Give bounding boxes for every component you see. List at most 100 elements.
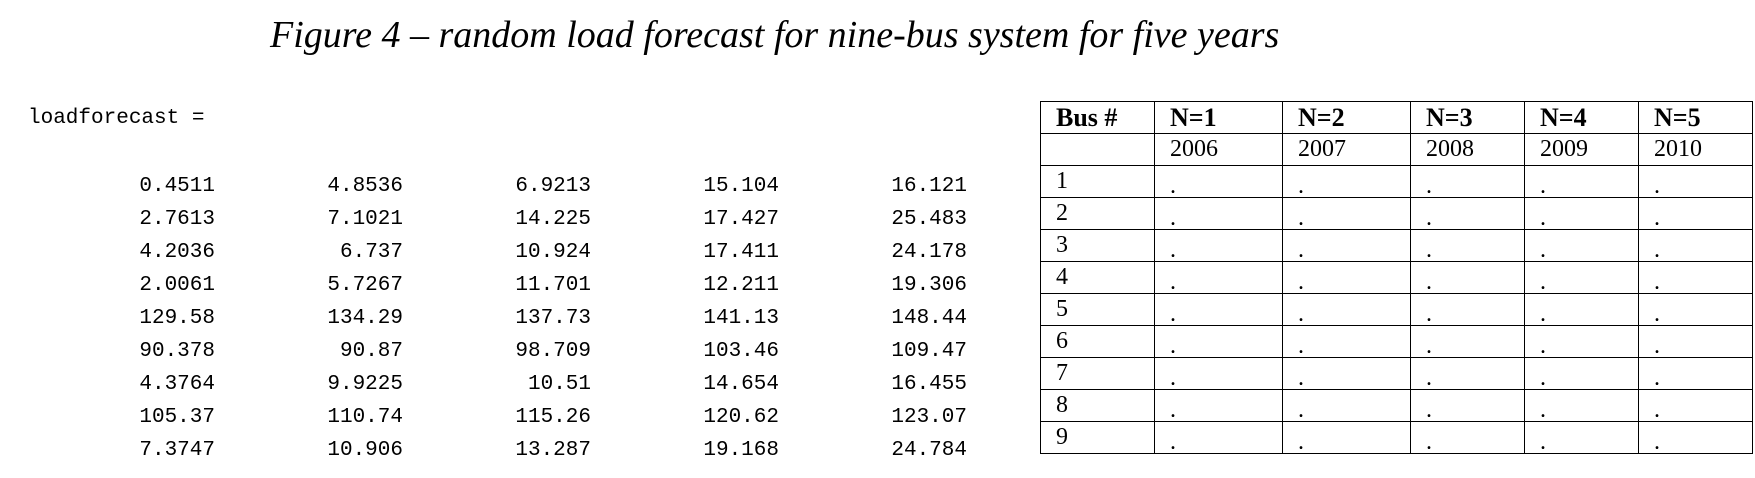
placeholder-cell: . <box>1410 293 1525 326</box>
table-row: 3..... <box>1040 229 1753 262</box>
matrix-cell: 6.737 <box>339 241 403 264</box>
matrix-cell: 16.455 <box>891 373 967 396</box>
period-header: N=4 <box>1524 101 1639 134</box>
placeholder-cell: . <box>1154 229 1283 262</box>
matrix-cell: 7.3747 <box>139 439 215 462</box>
matrix-cell: 5.7267 <box>327 274 403 297</box>
placeholder-cell: . <box>1638 165 1753 198</box>
table-row: 5..... <box>1040 293 1753 326</box>
table-row: 6..... <box>1040 325 1753 358</box>
placeholder-cell: . <box>1524 421 1639 454</box>
placeholder-cell: . <box>1410 325 1525 358</box>
matrix-cell: 109.47 <box>891 340 967 363</box>
placeholder-cell: . <box>1154 165 1283 198</box>
placeholder-cell: . <box>1154 197 1283 230</box>
matrix-cell: 24.784 <box>891 439 967 462</box>
period-header: N=3 <box>1410 101 1525 134</box>
placeholder-cell: . <box>1524 325 1639 358</box>
matrix-cell: 98.709 <box>515 340 591 363</box>
matrix-cell: 2.7613 <box>139 208 215 231</box>
bus-number: 1 <box>1040 165 1155 198</box>
matrix-cell: 137.73 <box>515 307 591 330</box>
placeholder-cell: . <box>1524 261 1639 294</box>
matrix-cell: 4.3764 <box>139 373 215 396</box>
matrix-cell: 12.211 <box>703 274 779 297</box>
period-header: N=1 <box>1154 101 1283 134</box>
matrix-cell: 141.13 <box>703 307 779 330</box>
year-cell: 2008 <box>1410 133 1525 166</box>
bus-number: 3 <box>1040 229 1155 262</box>
matrix-cell: 25.483 <box>891 208 967 231</box>
placeholder-cell: . <box>1410 197 1525 230</box>
placeholder-cell: . <box>1638 229 1753 262</box>
placeholder-cell: . <box>1524 389 1639 422</box>
placeholder-cell: . <box>1524 293 1639 326</box>
placeholder-cell: . <box>1638 421 1753 454</box>
bus-number: 5 <box>1040 293 1155 326</box>
matrix-cell: 6.9213 <box>515 175 591 198</box>
placeholder-cell: . <box>1282 197 1411 230</box>
placeholder-cell: . <box>1638 357 1753 390</box>
bus-number: 4 <box>1040 261 1155 294</box>
bus-number: 8 <box>1040 389 1155 422</box>
placeholder-cell: . <box>1410 421 1525 454</box>
placeholder-cell: . <box>1524 229 1639 262</box>
year-cell: 2006 <box>1154 133 1283 166</box>
matrix-cell: 15.104 <box>703 175 779 198</box>
matrix-cell: 17.411 <box>703 241 779 264</box>
placeholder-cell: . <box>1638 293 1753 326</box>
placeholder-cell: . <box>1638 197 1753 230</box>
matrix-cell: 0.4511 <box>139 175 215 198</box>
matrix-cell: 9.9225 <box>327 373 403 396</box>
table-row: 9..... <box>1040 421 1753 454</box>
table-row: 7..... <box>1040 357 1753 390</box>
matrix-cell: 10.51 <box>527 373 591 396</box>
matrix-cell: 14.225 <box>515 208 591 231</box>
matrix-cell: 148.44 <box>891 307 967 330</box>
placeholder-cell: . <box>1638 325 1753 358</box>
table-row: 1..... <box>1040 165 1753 198</box>
period-header: N=2 <box>1282 101 1411 134</box>
variable-label: loadforecast = <box>28 107 205 130</box>
year-cell: 2009 <box>1524 133 1639 166</box>
matrix-cell: 17.427 <box>703 208 779 231</box>
matrix-cell: 129.58 <box>139 307 215 330</box>
matrix-cell: 90.378 <box>139 340 215 363</box>
bus-header: Bus # <box>1040 101 1155 134</box>
placeholder-cell: . <box>1154 293 1283 326</box>
header-row: Bus # N=1 N=2 N=3 N=4 N=5 <box>1040 101 1753 134</box>
placeholder-cell: . <box>1154 261 1283 294</box>
matrix-cell: 24.178 <box>891 241 967 264</box>
placeholder-cell: . <box>1282 389 1411 422</box>
year-cell: 2010 <box>1638 133 1753 166</box>
bus-number: 7 <box>1040 357 1155 390</box>
table-row: 4..... <box>1040 261 1753 294</box>
matrix-cell: 123.07 <box>891 406 967 429</box>
matrix-cell: 105.37 <box>139 406 215 429</box>
table-row: 2..... <box>1040 197 1753 230</box>
placeholder-cell: . <box>1524 197 1639 230</box>
bus-number: 2 <box>1040 197 1155 230</box>
matrix-cell: 19.168 <box>703 439 779 462</box>
matrix-cell: 19.306 <box>891 274 967 297</box>
bus-number: 6 <box>1040 325 1155 358</box>
placeholder-cell: . <box>1282 357 1411 390</box>
placeholder-cell: . <box>1154 357 1283 390</box>
placeholder-cell: . <box>1282 325 1411 358</box>
placeholder-cell: . <box>1410 357 1525 390</box>
matrix-cell: 103.46 <box>703 340 779 363</box>
placeholder-cell: . <box>1154 325 1283 358</box>
matrix-cell: 90.87 <box>339 340 403 363</box>
matrix-cell: 2.0061 <box>139 274 215 297</box>
table-row: 8..... <box>1040 389 1753 422</box>
year-row-empty-cell <box>1040 133 1155 166</box>
placeholder-cell: . <box>1154 389 1283 422</box>
matrix-cell: 11.701 <box>515 274 591 297</box>
placeholder-cell: . <box>1282 165 1411 198</box>
placeholder-cell: . <box>1524 357 1639 390</box>
bus-number: 9 <box>1040 421 1155 454</box>
placeholder-cell: . <box>1638 261 1753 294</box>
placeholder-cell: . <box>1410 389 1525 422</box>
matrix-cell: 115.26 <box>515 406 591 429</box>
year-cell: 2007 <box>1282 133 1411 166</box>
